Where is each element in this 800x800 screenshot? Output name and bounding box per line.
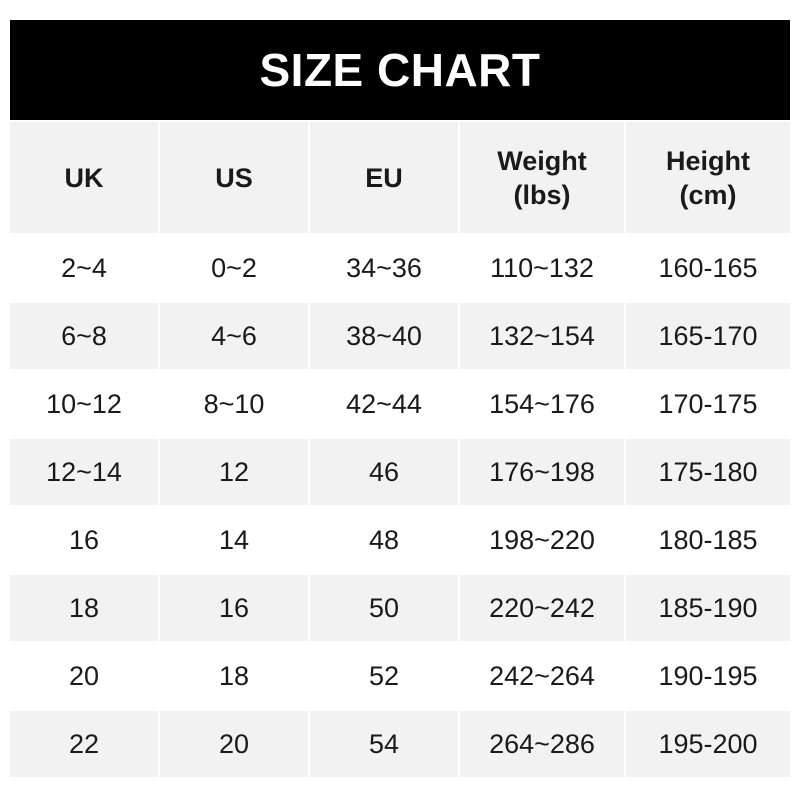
- cell-uk: 16: [10, 507, 158, 573]
- cell-eu: 50: [310, 575, 458, 641]
- cell-eu: 38~40: [310, 303, 458, 369]
- cell-us: 0~2: [160, 235, 308, 301]
- cell-weight: 242~264: [460, 643, 624, 709]
- size-chart-title: SIZE CHART: [10, 20, 790, 120]
- cell-weight: 220~242: [460, 575, 624, 641]
- cell-height: 195-200: [626, 711, 790, 777]
- cell-eu: 54: [310, 711, 458, 777]
- column-header-height: Height (cm): [626, 122, 790, 233]
- header-label: Height: [666, 145, 750, 176]
- header-label: US: [215, 162, 253, 193]
- cell-height: 175-180: [626, 439, 790, 505]
- cell-us: 8~10: [160, 371, 308, 437]
- cell-uk: 6~8: [10, 303, 158, 369]
- cell-uk: 18: [10, 575, 158, 641]
- cell-weight: 264~286: [460, 711, 624, 777]
- cell-uk: 2~4: [10, 235, 158, 301]
- cell-uk: 12~14: [10, 439, 158, 505]
- cell-height: 160-165: [626, 235, 790, 301]
- cell-weight: 154~176: [460, 371, 624, 437]
- size-table: UK US EU Weight (lbs) Height (cm) 2~4 0~2 34~36 11…: [10, 122, 790, 777]
- cell-us: 12: [160, 439, 308, 505]
- column-header-uk: UK: [10, 122, 158, 233]
- cell-eu: 48: [310, 507, 458, 573]
- cell-us: 18: [160, 643, 308, 709]
- cell-us: 14: [160, 507, 308, 573]
- cell-eu: 34~36: [310, 235, 458, 301]
- cell-height: 165-170: [626, 303, 790, 369]
- cell-weight: 198~220: [460, 507, 624, 573]
- cell-us: 16: [160, 575, 308, 641]
- cell-height: 185-190: [626, 575, 790, 641]
- header-unit: (lbs): [513, 179, 571, 210]
- cell-height: 180-185: [626, 507, 790, 573]
- column-header-weight: Weight (lbs): [460, 122, 624, 233]
- cell-weight: 110~132: [460, 235, 624, 301]
- cell-uk: 10~12: [10, 371, 158, 437]
- cell-eu: 46: [310, 439, 458, 505]
- cell-eu: 52: [310, 643, 458, 709]
- column-header-eu: EU: [310, 122, 458, 233]
- cell-eu: 42~44: [310, 371, 458, 437]
- header-label: Weight: [497, 145, 587, 176]
- cell-uk: 22: [10, 711, 158, 777]
- header-unit: (cm): [679, 179, 737, 210]
- cell-us: 20: [160, 711, 308, 777]
- cell-uk: 20: [10, 643, 158, 709]
- cell-us: 4~6: [160, 303, 308, 369]
- column-header-us: US: [160, 122, 308, 233]
- cell-height: 190-195: [626, 643, 790, 709]
- cell-weight: 132~154: [460, 303, 624, 369]
- cell-height: 170-175: [626, 371, 790, 437]
- header-label: EU: [365, 162, 403, 193]
- header-label: UK: [64, 162, 104, 193]
- cell-weight: 176~198: [460, 439, 624, 505]
